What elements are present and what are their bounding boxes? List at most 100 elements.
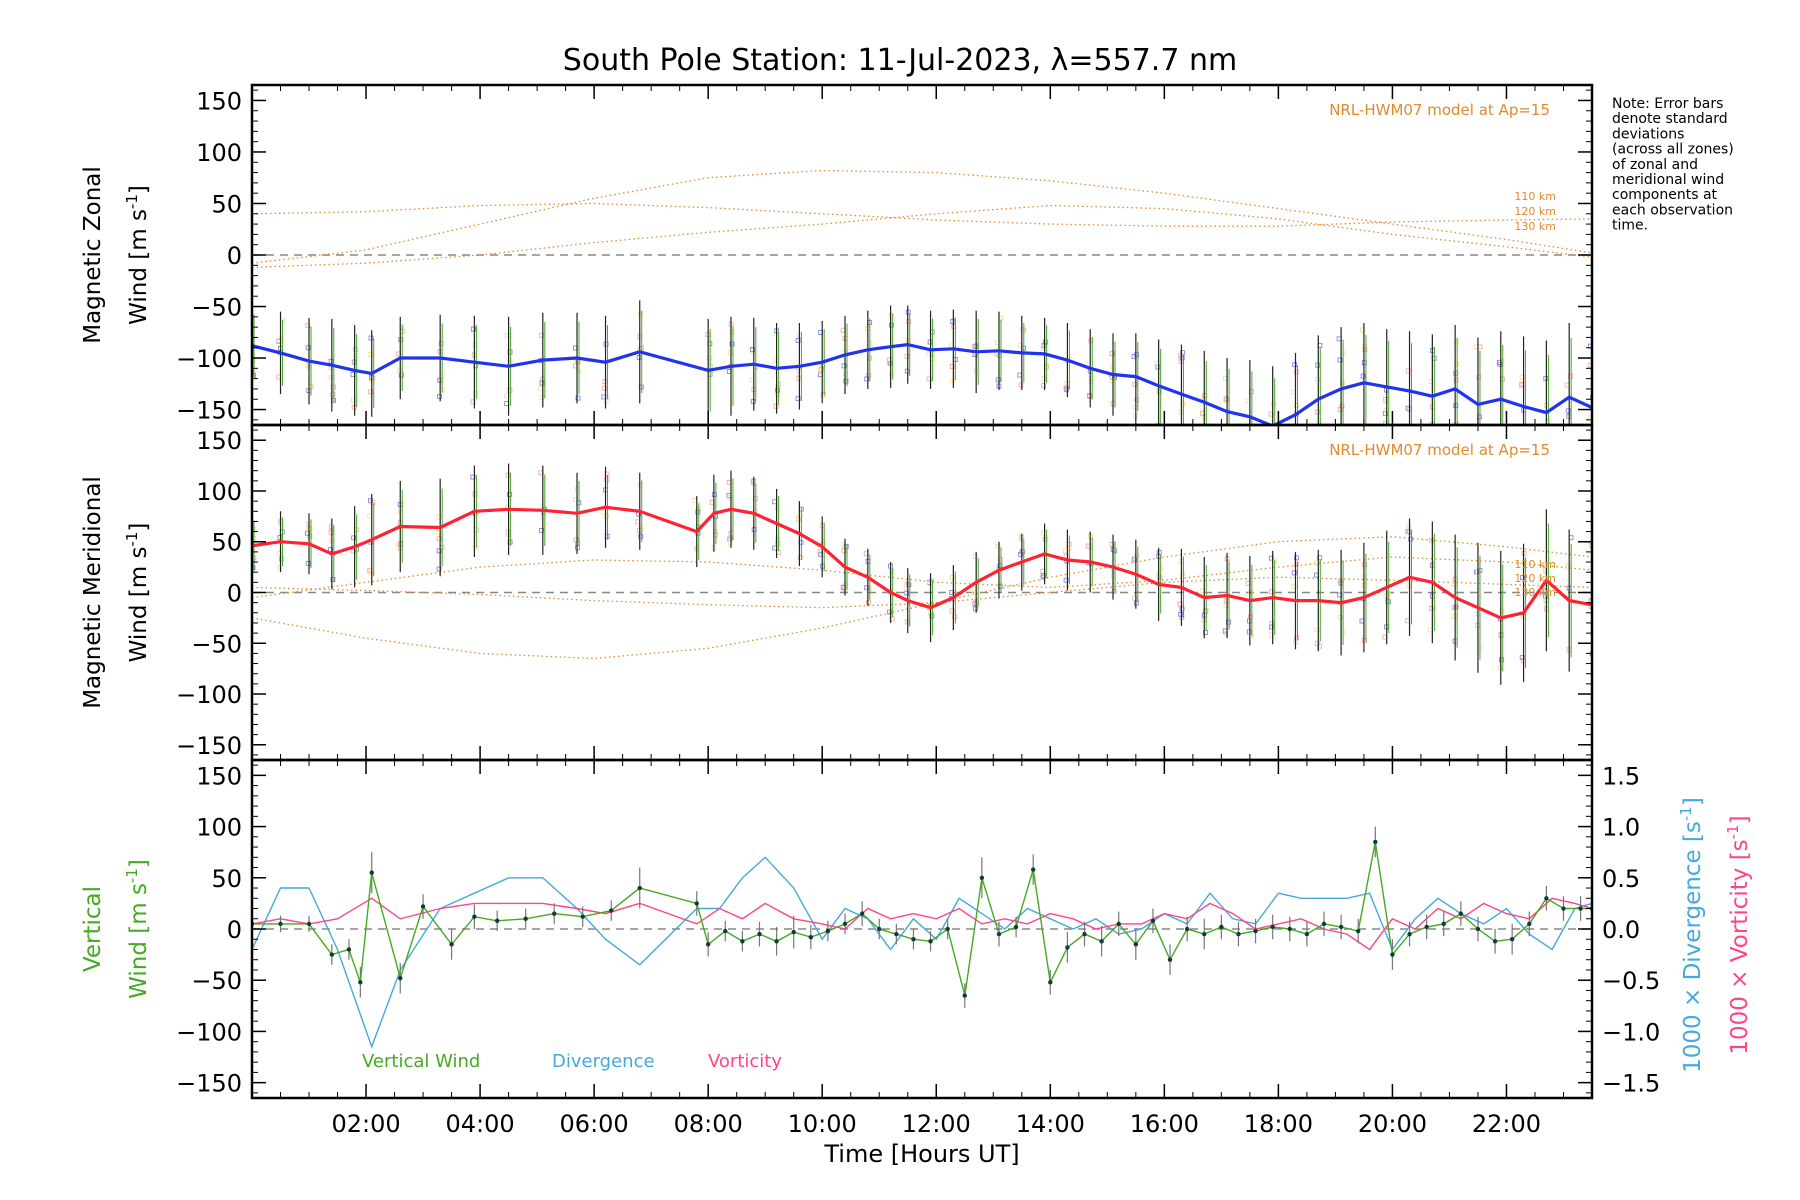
x-tick-label: 02:00 xyxy=(331,1110,400,1138)
scatter-point xyxy=(1339,379,1345,385)
scatter-point xyxy=(305,345,311,351)
left-tick-label: 150 xyxy=(196,427,242,455)
scatter-point xyxy=(929,613,935,619)
scatter-point xyxy=(575,395,581,401)
scatter-point xyxy=(1246,629,1252,635)
scatter-point xyxy=(1362,344,1368,350)
vertical-wind-point xyxy=(552,911,557,916)
right-tick-label: 0.5 xyxy=(1602,865,1640,893)
scatter-point xyxy=(866,600,871,605)
vertical-wind-point xyxy=(774,939,779,944)
note-line: time. xyxy=(1612,218,1648,234)
scatter-point xyxy=(841,548,847,554)
vertical-wind-line xyxy=(252,841,1592,996)
scatter-point xyxy=(1271,475,1275,479)
x-tick-label: 20:00 xyxy=(1358,1110,1427,1138)
scatter-point xyxy=(1041,383,1047,388)
scatter-point xyxy=(750,346,755,352)
left-tick-label: −100 xyxy=(176,345,242,373)
vertical-wind-point xyxy=(911,937,916,942)
note-line: Note: Error bars xyxy=(1612,96,1723,112)
scatter-point xyxy=(889,569,894,575)
right-tick-label: −1.0 xyxy=(1602,1018,1660,1046)
vertical-wind-point xyxy=(808,934,814,940)
vertical-wind-point xyxy=(1270,924,1275,930)
model-curve-120km xyxy=(252,169,1592,264)
scatter-point xyxy=(438,341,444,347)
scatter-point xyxy=(1406,523,1412,529)
scatter-point xyxy=(1519,655,1525,661)
scatter-point xyxy=(328,529,334,535)
scatter-point xyxy=(330,391,336,397)
vertical-wind-point xyxy=(1167,957,1173,962)
scatter-point xyxy=(1587,362,1592,368)
left-tick-label: 50 xyxy=(211,190,242,218)
scatter-point xyxy=(575,359,581,365)
scatter-point xyxy=(1018,382,1024,388)
left-tick-label: 0 xyxy=(227,916,242,944)
note-line: components at xyxy=(1612,187,1718,203)
scatter-point xyxy=(1429,538,1435,544)
left-tick-label: 0 xyxy=(227,242,242,270)
vertical-wind-point xyxy=(1475,926,1481,932)
scatter-point xyxy=(889,322,894,328)
scatter-point xyxy=(1268,555,1274,561)
scatter-point xyxy=(1360,373,1366,379)
scatter-point xyxy=(820,392,826,398)
scatter-point xyxy=(1569,432,1573,436)
vertical-wind-point xyxy=(1150,918,1156,924)
scatter-point xyxy=(1385,592,1391,597)
scatter-point xyxy=(1451,614,1457,620)
scatter-point xyxy=(1499,359,1505,364)
left-tick-label: −150 xyxy=(176,1070,242,1098)
model-alt-label: 130 km xyxy=(1514,586,1556,599)
scatter-point xyxy=(305,362,311,368)
legend-entry: Vertical Wind xyxy=(362,1051,480,1072)
left-tick-label: 150 xyxy=(196,762,242,790)
scatter-point xyxy=(1405,368,1411,374)
scatter-point xyxy=(1088,338,1094,344)
left-tick-label: 150 xyxy=(196,87,242,115)
note-line: each observation xyxy=(1612,202,1733,218)
left-tick-label: 100 xyxy=(196,139,242,167)
model-alt-label: 120 km xyxy=(1514,205,1556,218)
scatter-point xyxy=(507,492,512,497)
x-tick-label: 14:00 xyxy=(1016,1110,1085,1138)
vertical-wind-point xyxy=(996,931,1002,937)
scatter-point xyxy=(1271,451,1275,455)
scatter-point xyxy=(1451,605,1457,611)
scatter-point xyxy=(695,509,701,515)
scatter-point xyxy=(906,319,912,325)
vertical-wind-point xyxy=(1544,896,1549,901)
scatter-point xyxy=(1269,621,1275,626)
scatter-point xyxy=(1453,370,1459,376)
legend-entry: Divergence xyxy=(552,1051,655,1072)
scatter-point xyxy=(1543,568,1549,574)
x-tick-label: 04:00 xyxy=(445,1110,514,1138)
scatter-point xyxy=(368,570,374,576)
scatter-point xyxy=(370,500,376,506)
scatter-point xyxy=(470,326,476,332)
scatter-point xyxy=(1246,452,1250,456)
scatter-point xyxy=(795,396,801,402)
scatter-point xyxy=(279,556,284,562)
scatter-point xyxy=(1292,362,1298,368)
scatter-point xyxy=(1156,549,1162,555)
vertical-wind-point xyxy=(472,914,477,919)
scatter-point xyxy=(1111,589,1117,594)
scatter-point xyxy=(1134,553,1140,559)
left-tick-label: −50 xyxy=(191,967,242,995)
model-curve-110km xyxy=(252,536,1592,660)
scatter-point xyxy=(1544,460,1548,464)
scatter-point xyxy=(973,606,978,612)
scatter-point xyxy=(1565,563,1571,569)
scatter-point xyxy=(1362,562,1368,568)
scatter-point xyxy=(1453,339,1459,345)
right-axis-label-vorticity: 1000 × Vorticity [s-1] xyxy=(1724,815,1753,1054)
scatter-point xyxy=(305,323,311,329)
vertical-wind-point xyxy=(1116,921,1121,927)
vertical-wind-point xyxy=(877,926,882,932)
x-tick-label: 08:00 xyxy=(674,1110,743,1138)
scatter-point xyxy=(1294,635,1300,641)
vertical-wind-point xyxy=(1082,931,1087,937)
